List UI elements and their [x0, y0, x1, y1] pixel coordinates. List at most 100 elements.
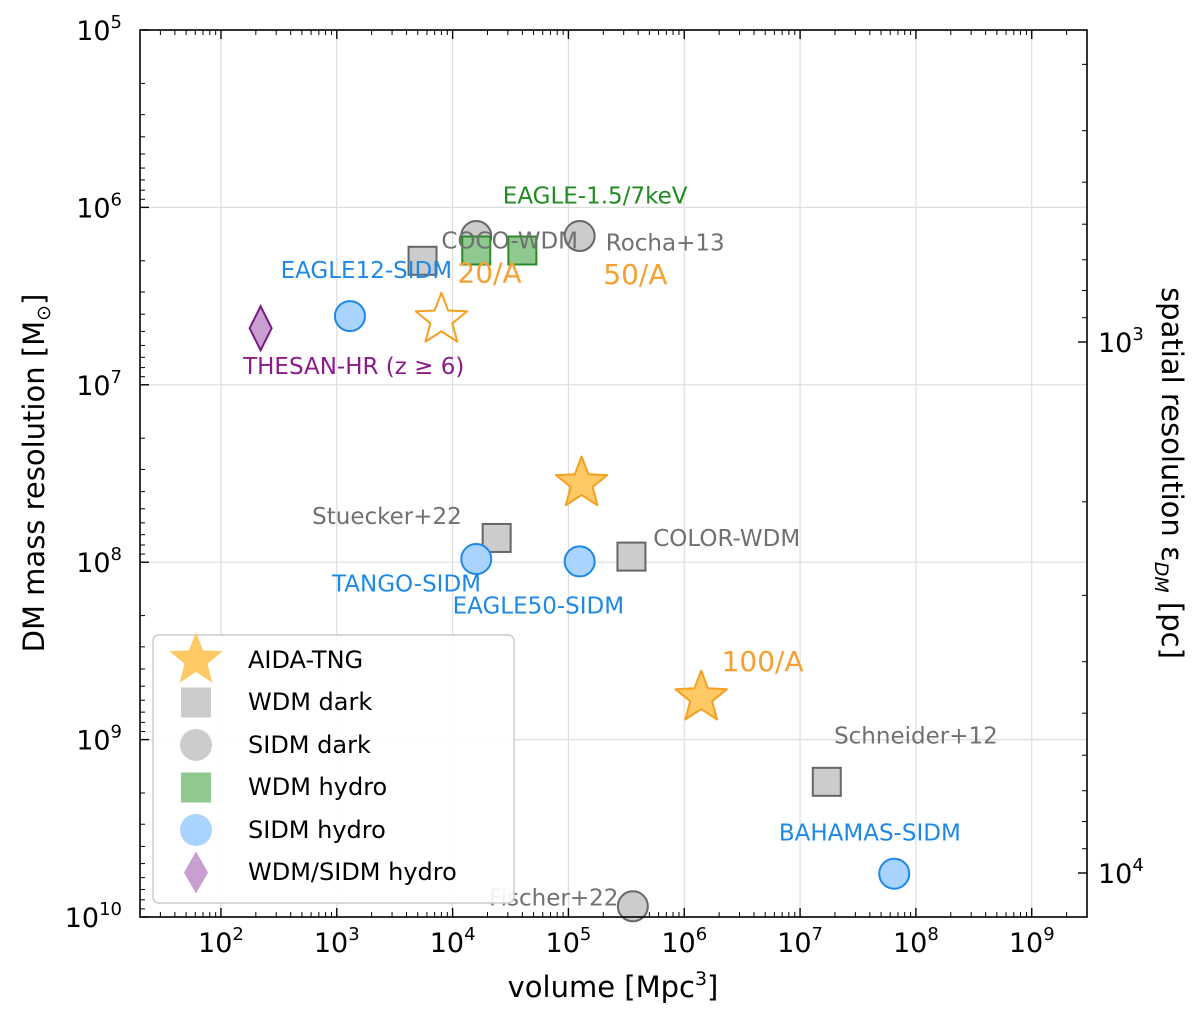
- x-axis-label-end: ]: [707, 970, 718, 1004]
- plot-frame: [139, 29, 1088, 918]
- x-tick-label: 107: [777, 924, 823, 959]
- x-axis-label-text: volume [Mpc: [508, 970, 695, 1004]
- legend-marker-star: [169, 632, 223, 683]
- y-tick-label-exponent: 5: [111, 12, 122, 33]
- point-label: Stuecker+22: [312, 504, 462, 530]
- x-tick-label-base: 10: [430, 928, 464, 959]
- x-tick-label-exponent: 3: [348, 924, 359, 945]
- y-tick-label-exponent: 10: [99, 899, 122, 920]
- legend-marker-diamond: [184, 851, 208, 894]
- data-point-circle: [563, 545, 596, 578]
- point-label: 50/A: [603, 258, 667, 291]
- data-point-star: [414, 291, 469, 343]
- data-point-square: [481, 522, 512, 553]
- legend-label: AIDA-TNG: [248, 646, 363, 674]
- point-label: Rocha+13: [606, 231, 725, 257]
- point-label: BAHAMAS-SIDM: [779, 820, 961, 846]
- x-tick-label: 108: [893, 924, 939, 959]
- y-axis-label: DM mass resolution [M⊙]: [17, 294, 55, 653]
- x-tick-label-exponent: 4: [464, 924, 475, 945]
- x-tick-label: 106: [661, 924, 707, 959]
- y-tick-label-base: 10: [76, 548, 110, 579]
- legend-label: WDM dark: [248, 688, 372, 716]
- y-tick-label-base: 10: [65, 903, 99, 934]
- right-tick-label: 104: [1098, 855, 1144, 890]
- x-tick-label: 104: [430, 924, 476, 959]
- data-point-square: [616, 541, 647, 572]
- x-tick-label-base: 10: [1009, 928, 1043, 959]
- legend-marker-square: [181, 687, 211, 718]
- x-tick-label-base: 10: [314, 928, 348, 959]
- legend-marker-circle: [180, 729, 212, 761]
- y-tick-label: 1010: [65, 899, 122, 934]
- legend-label: WDM hydro: [248, 773, 387, 801]
- right-axis-label-end: [pc]: [1155, 593, 1189, 659]
- x-axis-label: volume [Mpc3]: [508, 968, 719, 1004]
- right-tick-label-base: 10: [1098, 859, 1132, 890]
- y-tick-label-base: 10: [76, 726, 110, 757]
- y-tick-label: 107: [76, 367, 122, 402]
- right-axis-label-subscript: DM: [1150, 562, 1172, 593]
- data-point-circle: [460, 543, 493, 576]
- x-tick-label-exponent: 9: [1043, 924, 1054, 945]
- y-tick-label-exponent: 9: [111, 722, 122, 743]
- y-tick-label-base: 10: [76, 371, 110, 402]
- right-tick-label-base: 10: [1098, 328, 1132, 359]
- point-label: Schneider+12: [834, 723, 998, 749]
- legend-marker-square: [181, 772, 211, 803]
- y-tick-label-exponent: 8: [111, 544, 122, 565]
- y-tick-label-exponent: 7: [111, 367, 122, 388]
- legend-marker-circle: [180, 814, 212, 846]
- x-tick-label-base: 10: [777, 928, 811, 959]
- data-point-square: [811, 766, 842, 797]
- point-label: EAGLE-1.5/7keV: [503, 183, 688, 209]
- right-axis-label-text: spatial resolution ε: [1155, 287, 1189, 562]
- x-tick-label-exponent: 7: [812, 924, 823, 945]
- data-point-square: [507, 235, 538, 266]
- y-axis-label-end: ]: [17, 294, 51, 305]
- y-tick-label: 106: [76, 189, 122, 224]
- legend-label: SIDM hydro: [248, 816, 386, 844]
- x-tick-label: 102: [198, 924, 244, 959]
- x-tick-label-exponent: 5: [580, 924, 591, 945]
- legend-label: WDM/SIDM hydro: [248, 858, 457, 886]
- x-tick-label-exponent: 8: [927, 924, 938, 945]
- x-tick-label-base: 10: [893, 928, 927, 959]
- legend-label: SIDM dark: [248, 731, 371, 759]
- right-tick-label-exponent: 3: [1132, 324, 1143, 345]
- x-tick-label-exponent: 6: [696, 924, 707, 945]
- right-tick-label-exponent: 4: [1132, 855, 1143, 876]
- y-tick-label-exponent: 6: [111, 189, 122, 210]
- point-label: TANGO-SIDM: [331, 571, 481, 597]
- y-axis-label-text: DM mass resolution [M: [17, 321, 51, 653]
- y-tick-label: 108: [76, 544, 122, 579]
- legend-box: [152, 634, 515, 904]
- sun-symbol: ⊙: [33, 305, 55, 321]
- data-point-star: [674, 669, 728, 721]
- point-label: THESAN-HR (z ≥ 6): [242, 354, 464, 380]
- data-point-circle: [878, 857, 911, 890]
- legend: AIDA-TNG WDM dark SIDM dark WDM hydro SI…: [152, 632, 515, 904]
- x-axis-label-superscript: 3: [695, 968, 707, 990]
- point-label: COLOR-WDM: [653, 526, 800, 552]
- data-point-star: [555, 455, 609, 507]
- axis-ticks: 102 103 104 105 106 107 108 1091051061071081091…: [65, 12, 1144, 959]
- x-tick-label: 109: [1009, 924, 1055, 959]
- point-label: COCO-WDM: [441, 228, 578, 254]
- data-point-circle: [333, 300, 366, 333]
- data-point-diamond: [248, 304, 273, 353]
- point-label: EAGLE50-SIDM: [453, 594, 625, 620]
- data-point-square: [461, 235, 492, 266]
- data-points: [248, 220, 911, 923]
- y-tick-label: 105: [76, 12, 122, 47]
- x-tick-label-base: 10: [198, 928, 232, 959]
- x-tick-label-exponent: 2: [232, 924, 243, 945]
- y-tick-label: 109: [76, 722, 122, 757]
- x-tick-label: 105: [546, 924, 592, 959]
- point-label: EAGLE12-SIDM: [281, 258, 453, 284]
- x-tick-label-base: 10: [661, 928, 695, 959]
- right-axis-label: spatial resolution εDM [pc]: [1150, 287, 1189, 659]
- y-tick-label-base: 10: [76, 16, 110, 47]
- right-tick-label: 103: [1098, 324, 1144, 359]
- data-point-square: [407, 245, 438, 276]
